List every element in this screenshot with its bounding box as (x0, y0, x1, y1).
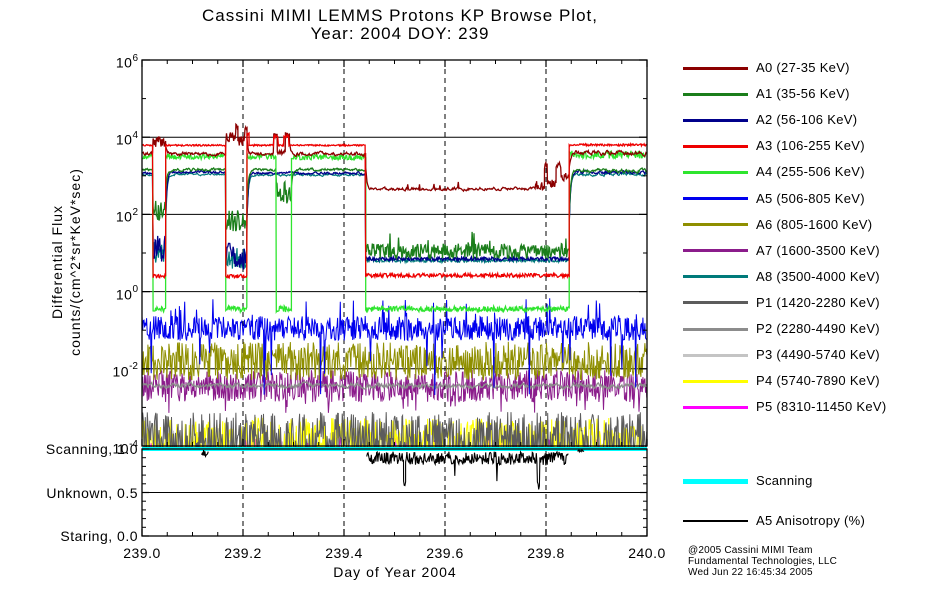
legend-item-P3: P3 (4490-5740 KeV) (756, 347, 880, 363)
legend-swatch-P3 (683, 353, 748, 357)
legend-swatch-scanning (683, 478, 748, 484)
x-axis-title: Day of Year 2004 (333, 564, 457, 580)
legend-swatch-A5 (683, 197, 748, 200)
legend-swatch-A7 (683, 249, 748, 253)
legend-item-P2: P2 (2280-4490 KeV) (756, 321, 880, 336)
credit-line1: @2005 Cassini MIMI Team (688, 545, 813, 556)
legend-item-A4: A4 (255-506 KeV) (756, 164, 865, 180)
legend-swatch-P2 (683, 327, 748, 331)
legend-label-anisotropy: A5 Anisotropy (%) (756, 513, 866, 528)
credit-line3: Wed Jun 22 16:45:34 2005 (688, 567, 813, 578)
x-tick-label: 239.4 (325, 545, 363, 561)
credit-line2: Fundamental Technologies, LLC (688, 556, 838, 567)
legend-item-A5: A5 (506-805 KeV) (756, 190, 865, 206)
legend-item-A8: A8 (3500-4000 KeV) (756, 268, 880, 284)
y-tick-label: 102 (115, 206, 138, 226)
y-tick-label: 106 (115, 52, 138, 71)
legend-item-A2: A2 (56-106 KeV) (756, 112, 858, 128)
legend-item-A3: A3 (106-255 KeV) (756, 138, 865, 154)
legend-item-A1: A1 (35-56 KeV) (756, 86, 850, 102)
legend-item-A7: A7 (1600-3500 KeV) (756, 242, 880, 258)
y-tick-label: 10-4 (112, 438, 138, 457)
panel-tick-label: Staring, 0.0 (60, 528, 138, 544)
legend-swatch-A6 (683, 223, 748, 227)
legend-swatch-A0 (683, 66, 748, 70)
legend-swatch-P4 (683, 379, 748, 383)
legend-swatch-A8 (683, 275, 748, 279)
legend-item-P5: P5 (8310-11450 KeV) (756, 399, 887, 415)
legend-item-P1: P1 (1420-2280 KeV) (756, 294, 880, 310)
panel-tick-label: Unknown, 0.5 (46, 484, 138, 501)
plot-title-line1: Cassini MIMI LEMMS Protons KP Browse Plo… (202, 6, 598, 25)
legend-swatch-P1 (683, 301, 748, 305)
x-tick-label: 239.0 (123, 545, 161, 561)
plot-title-line2: Year: 2004 DOY: 239 (310, 24, 490, 43)
y-tick-label: 100 (115, 284, 138, 303)
x-tick-label: 239.6 (426, 545, 464, 561)
legend-swatch-A3 (683, 144, 748, 148)
legend-swatch-anisotropy (683, 520, 748, 522)
legend-swatch-P5 (683, 405, 748, 409)
y-axis-title-line2: counts/(cm^2*sr*KeV*sec) (67, 168, 83, 356)
x-tick-label: 239.8 (527, 545, 565, 561)
y-axis-title-line1: Differential Flux (49, 204, 65, 320)
legend-swatch-A4 (683, 170, 748, 174)
y-tick-label: 104 (115, 129, 138, 148)
legend-label-scanning: Scanning (756, 473, 813, 488)
legend-item-P4: P4 (5740-7890 KeV) (756, 373, 880, 389)
legend-item-A6: A6 (805-1600 KeV) (756, 216, 873, 232)
panel-tick-label: Scanning, 1.0 (45, 441, 138, 457)
y-tick-label: 10-2 (112, 361, 138, 380)
legend-swatch-A2 (683, 118, 748, 122)
legend-swatch-A1 (683, 92, 748, 96)
legend-item-A0: A0 (27-35 KeV) (756, 60, 850, 75)
x-tick-label: 239.2 (224, 545, 262, 561)
x-tick-label: 240.0 (628, 545, 666, 561)
